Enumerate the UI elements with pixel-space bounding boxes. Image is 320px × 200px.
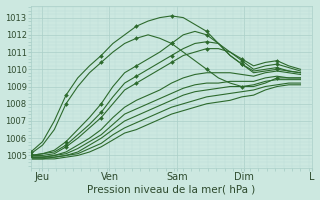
X-axis label: Pression niveau de la mer( hPa ): Pression niveau de la mer( hPa ) bbox=[87, 184, 255, 194]
